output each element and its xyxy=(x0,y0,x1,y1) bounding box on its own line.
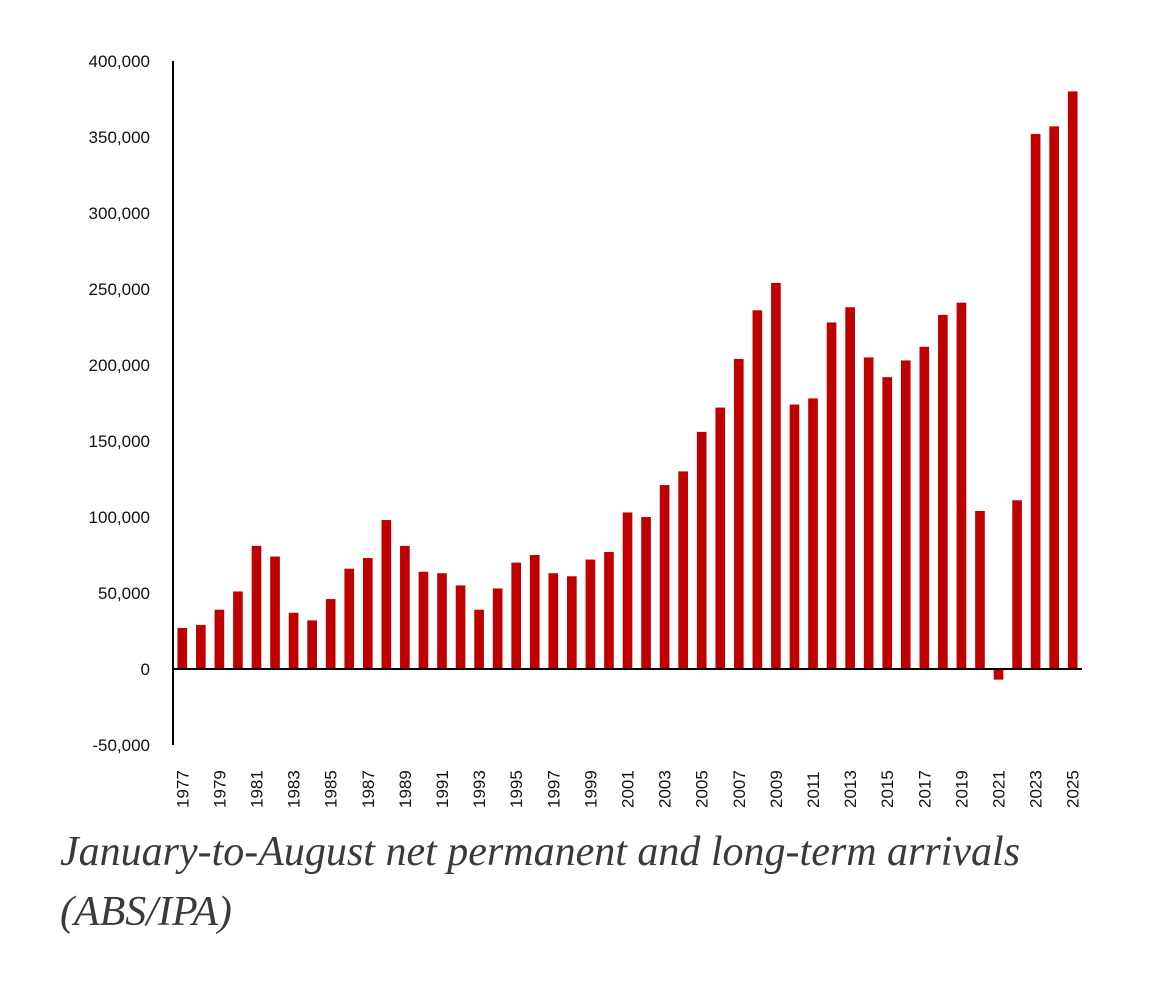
x-tick-label: 2023 xyxy=(1027,770,1046,808)
bar-2017 xyxy=(919,346,930,669)
bar-1978 xyxy=(196,624,206,669)
x-tick-label: 2019 xyxy=(952,770,971,808)
bar-1995 xyxy=(511,562,522,669)
bar-2007 xyxy=(733,358,744,669)
bar-1992 xyxy=(455,585,466,669)
x-tick-label: 1995 xyxy=(507,770,526,808)
y-tick-label: 400,000 xyxy=(89,52,150,71)
bar-2023 xyxy=(1030,133,1041,669)
x-tick-label: 1977 xyxy=(173,770,192,808)
x-tick-label: 1987 xyxy=(359,770,378,808)
bar-1979 xyxy=(214,609,225,669)
x-tick-label: 1983 xyxy=(285,770,304,808)
bar-2009 xyxy=(771,282,781,669)
bar-1994 xyxy=(492,588,503,669)
bar-1984 xyxy=(307,620,317,669)
y-tick-label: 200,000 xyxy=(89,356,150,375)
x-tick-label: 1993 xyxy=(470,770,489,808)
x-tick-label: 1991 xyxy=(433,770,452,808)
bar-2019 xyxy=(956,302,967,669)
bar-2005 xyxy=(696,431,707,669)
bar-2016 xyxy=(900,360,911,669)
bar-1983 xyxy=(288,612,299,669)
bar-2011 xyxy=(808,398,818,669)
bar-1986 xyxy=(344,568,355,669)
x-tick-label: 1981 xyxy=(247,770,266,808)
bar-1996 xyxy=(529,555,540,669)
x-tick-label: 1997 xyxy=(544,770,563,808)
x-tick-label: 2017 xyxy=(915,770,934,808)
bar-2008 xyxy=(752,310,763,669)
x-tick-label: 1999 xyxy=(581,770,600,808)
bar-2014 xyxy=(863,357,874,669)
bar-1981 xyxy=(251,545,262,669)
x-tick-label: 1979 xyxy=(210,770,229,808)
x-tick-label: 2007 xyxy=(730,770,749,808)
x-tick-label: 2003 xyxy=(656,770,675,808)
bar-2021 xyxy=(993,669,1004,680)
bar-2025 xyxy=(1067,91,1078,669)
bar-1980 xyxy=(233,591,243,669)
bar-2018 xyxy=(938,314,948,669)
bar-1991 xyxy=(437,573,447,669)
bar-2020 xyxy=(975,510,985,669)
x-tick-label: 2011 xyxy=(804,771,823,808)
bar-2022 xyxy=(1012,500,1022,669)
bar-1993 xyxy=(474,609,484,669)
chart-caption: January-to-August net permanent and long… xyxy=(60,829,1021,935)
y-tick-label: 150,000 xyxy=(89,432,150,451)
bar-chart: 400,000 350,000 300,000 250,000 200,000 150,0… xyxy=(89,52,1083,808)
bar-1990 xyxy=(418,571,429,669)
bar-1999 xyxy=(585,559,596,669)
bar-2015 xyxy=(882,377,893,669)
x-tick-label: 2013 xyxy=(841,770,860,808)
x-axis-tick-labels: 1977 1979 1981 1983 1985 1987 1989 1991 1993 1995… xyxy=(173,770,1082,808)
bar-2012 xyxy=(826,322,837,669)
y-tick-label: 300,000 xyxy=(89,204,150,223)
y-tick-label: 350,000 xyxy=(89,128,150,147)
bar-2000 xyxy=(604,551,614,669)
bar-2004 xyxy=(678,471,688,669)
y-tick-label: 250,000 xyxy=(89,280,150,299)
bar-2002 xyxy=(641,517,651,669)
bar-2003 xyxy=(659,485,670,669)
bar-1987 xyxy=(362,558,373,669)
x-tick-label: 2009 xyxy=(767,770,786,808)
bar-2024 xyxy=(1049,126,1059,670)
bar-1977 xyxy=(177,627,188,669)
bar-1997 xyxy=(548,573,559,669)
bar-2001 xyxy=(622,512,633,669)
y-tick-label: -50,000 xyxy=(92,736,150,755)
bar-1982 xyxy=(270,556,280,669)
bar-1998 xyxy=(567,576,577,669)
bar-2006 xyxy=(715,407,726,669)
y-tick-label: 0 xyxy=(141,660,150,679)
bar-2013 xyxy=(845,307,855,669)
bar-1989 xyxy=(400,545,410,669)
bar-1985 xyxy=(325,599,336,669)
x-tick-label: 2005 xyxy=(693,770,712,808)
x-tick-label: 2001 xyxy=(619,770,638,808)
x-tick-label: 2021 xyxy=(990,770,1009,808)
y-tick-label: 100,000 xyxy=(89,508,150,527)
x-tick-label: 1985 xyxy=(322,770,341,808)
bar-1988 xyxy=(381,520,392,669)
y-tick-label: 50,000 xyxy=(98,584,150,603)
bar-series xyxy=(177,91,1078,680)
bar-2010 xyxy=(789,404,800,669)
x-tick-label: 2025 xyxy=(1064,770,1083,808)
y-axis-tick-labels: 400,000 350,000 300,000 250,000 200,000 150,0… xyxy=(89,52,150,755)
x-tick-label: 2015 xyxy=(878,770,897,808)
x-tick-label: 1989 xyxy=(396,770,415,808)
